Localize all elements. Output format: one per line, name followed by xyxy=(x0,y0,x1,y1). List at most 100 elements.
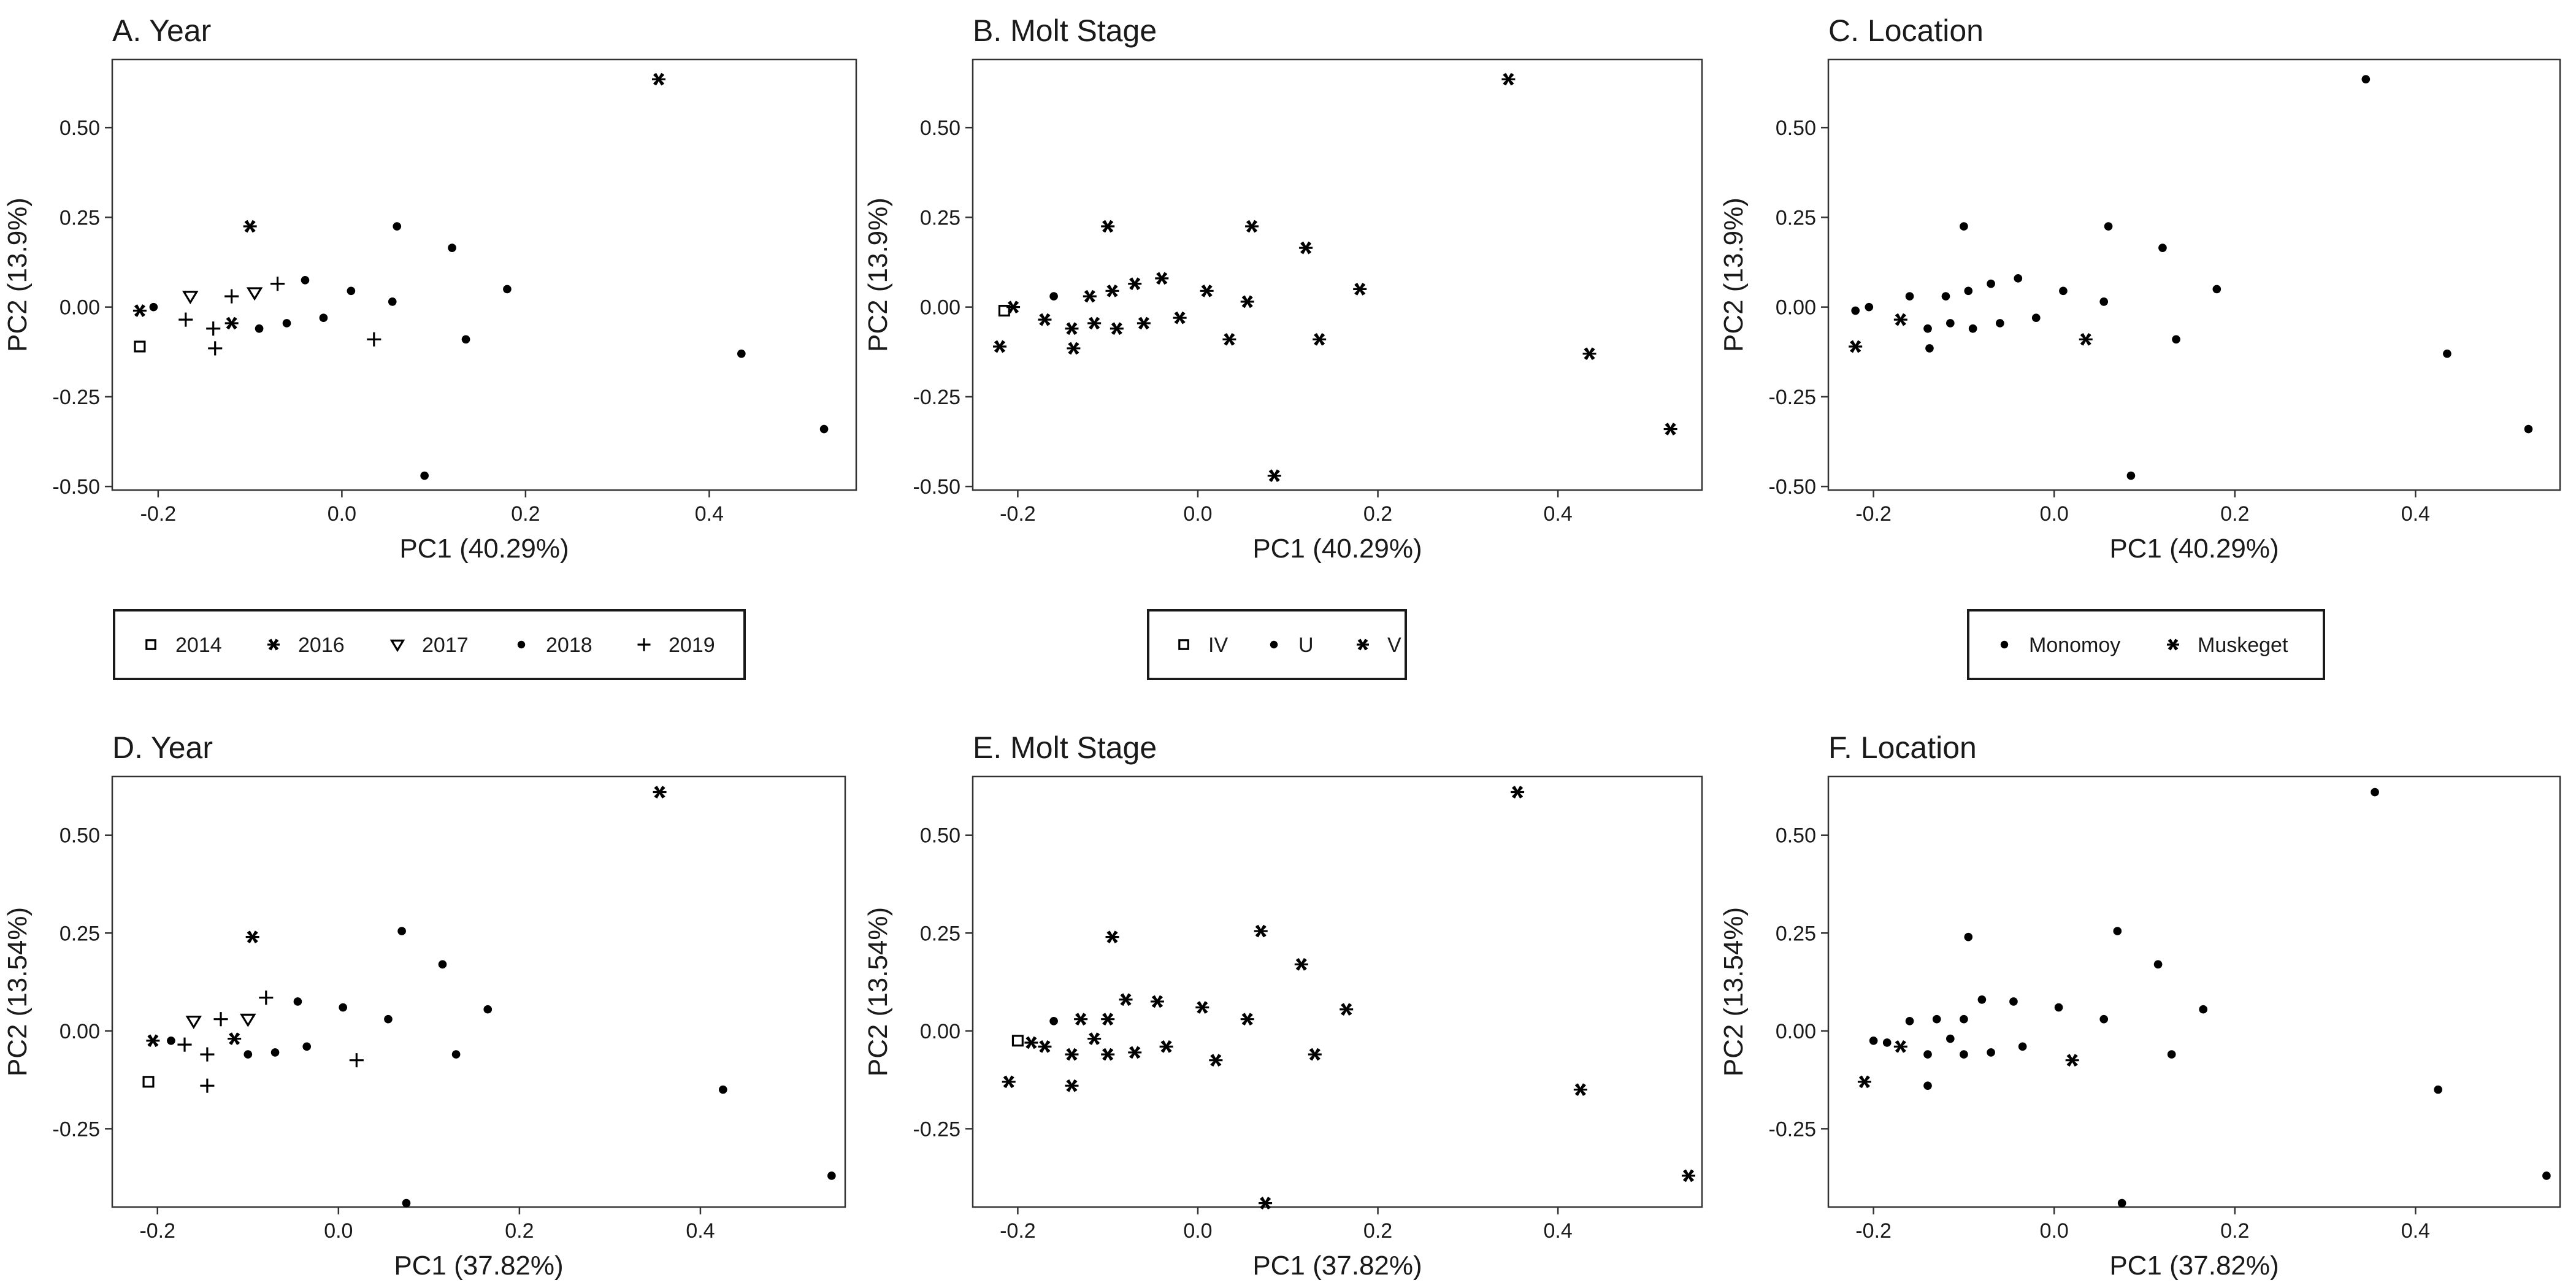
legend-item: 2019 xyxy=(637,634,715,657)
y-tick-label: -0.50 xyxy=(913,475,961,499)
data-point xyxy=(2099,1014,2109,1024)
data-point xyxy=(200,1078,215,1093)
y-tick-label: -0.25 xyxy=(913,386,961,409)
panel-title: B. Molt Stage xyxy=(973,13,1157,48)
data-point xyxy=(1119,993,1133,1006)
data-point xyxy=(2009,997,2018,1006)
x-tick-label: -0.2 xyxy=(1000,502,1036,526)
data-point xyxy=(2018,1042,2027,1051)
data-point xyxy=(388,297,397,306)
scatter-panel: E. Molt Stage -0.2 0.0 0.2 0.4 -0.25 0.00 0.25 0… xyxy=(863,730,1703,1281)
data-point xyxy=(1923,324,1932,333)
legend-item: 2016 xyxy=(267,634,345,657)
data-point xyxy=(2199,1005,2208,1014)
data-point xyxy=(2079,332,2093,346)
y-tick-label: 0.25 xyxy=(920,206,960,229)
data-point xyxy=(1049,1017,1058,1025)
data-point xyxy=(1101,1048,1115,1061)
plot-frame xyxy=(111,775,846,1208)
scatter-panel: A. Year -0.2 0.0 0.2 0.4 -0.50 -0.25 0.00 0.25 0.… xyxy=(2,13,857,564)
data-point xyxy=(1067,342,1081,355)
data-point xyxy=(461,335,470,344)
data-point xyxy=(2371,788,2379,797)
data-point xyxy=(224,289,239,304)
legend-item: U xyxy=(1270,634,1314,657)
data-point xyxy=(2443,349,2451,358)
data-point xyxy=(1893,313,1907,326)
x-tick-label: -0.2 xyxy=(1855,1219,1892,1243)
y-tick-label: -0.25 xyxy=(1769,386,1817,409)
data-point xyxy=(1065,1079,1079,1092)
data-point xyxy=(2167,1050,2176,1059)
data-point xyxy=(1083,289,1097,303)
y-tick-label: -0.25 xyxy=(913,1117,961,1141)
data-point xyxy=(1267,469,1281,482)
x-tick-label: 0.4 xyxy=(2401,502,2430,526)
legend-label: 2017 xyxy=(422,634,469,657)
x-axis-title: PC1 (37.82%) xyxy=(1252,1251,1422,1281)
data-point xyxy=(2172,335,2180,344)
legend-label: V xyxy=(1387,634,1401,657)
y-tick-label: -0.25 xyxy=(53,1117,101,1141)
data-point xyxy=(1923,1081,1932,1090)
data-point xyxy=(1024,1036,1038,1049)
plot-frame xyxy=(972,775,1703,1208)
data-point xyxy=(1308,1048,1322,1061)
data-point xyxy=(367,332,381,347)
data-point xyxy=(132,304,147,317)
data-point xyxy=(259,991,274,1005)
data-point xyxy=(185,1015,202,1029)
data-point xyxy=(737,349,746,358)
legend-label: 2018 xyxy=(546,634,592,657)
y-axis-title: PC2 (13.9%) xyxy=(863,197,893,352)
y-tick-label: 0.50 xyxy=(59,824,100,848)
data-point xyxy=(2031,313,2041,323)
data-point xyxy=(134,340,146,353)
data-point xyxy=(1996,319,2004,328)
y-tick-label: 0.00 xyxy=(920,1020,960,1043)
panel-title: A. Year xyxy=(112,13,211,48)
legend-item: 2017 xyxy=(389,634,469,657)
legend-label: Muskeget xyxy=(2198,634,2288,657)
data-point xyxy=(301,275,310,285)
legend-item: Muskeget xyxy=(2167,634,2288,657)
data-point xyxy=(282,319,291,328)
y-tick-label: 0.00 xyxy=(59,1020,100,1043)
data-point xyxy=(719,1085,727,1094)
y-axis-title: PC2 (13.54%) xyxy=(1719,907,1749,1076)
y-tick-label: 0.50 xyxy=(920,824,960,848)
x-tick-label: 0.4 xyxy=(695,502,724,526)
data-point xyxy=(1011,1035,1024,1047)
legend-key xyxy=(267,638,280,651)
y-tick-label: 0.50 xyxy=(1776,824,1816,848)
data-point xyxy=(243,220,257,233)
data-point xyxy=(1573,1083,1587,1096)
data-point xyxy=(1340,1003,1354,1016)
legend-key xyxy=(1178,639,1189,650)
legend-label: Monomoy xyxy=(2029,634,2120,657)
plot-frame xyxy=(111,58,857,491)
data-point xyxy=(1254,924,1268,938)
data-point xyxy=(993,340,1007,353)
legend: Monomoy Muskeget xyxy=(1967,609,2325,680)
data-point xyxy=(2117,1198,2126,1208)
data-point xyxy=(1240,295,1254,309)
data-point xyxy=(1128,277,1142,290)
data-point xyxy=(177,1037,192,1052)
y-tick-label: 0.00 xyxy=(1776,1020,1816,1043)
data-point xyxy=(1150,995,1164,1008)
data-point xyxy=(1905,292,1914,301)
data-point xyxy=(1960,222,1968,231)
panel-title: C. Location xyxy=(1828,13,1984,48)
data-point xyxy=(420,471,429,480)
legend-key xyxy=(2000,640,2009,649)
data-point xyxy=(1987,279,1995,288)
data-point xyxy=(2158,243,2167,252)
legend-label: U xyxy=(1298,634,1314,657)
data-point xyxy=(224,316,239,330)
x-tick-label: 0.0 xyxy=(328,502,356,526)
x-tick-label: 0.0 xyxy=(324,1219,353,1243)
data-point xyxy=(206,321,221,336)
data-point xyxy=(438,960,447,969)
x-axis-title: PC1 (40.29%) xyxy=(1252,534,1422,564)
